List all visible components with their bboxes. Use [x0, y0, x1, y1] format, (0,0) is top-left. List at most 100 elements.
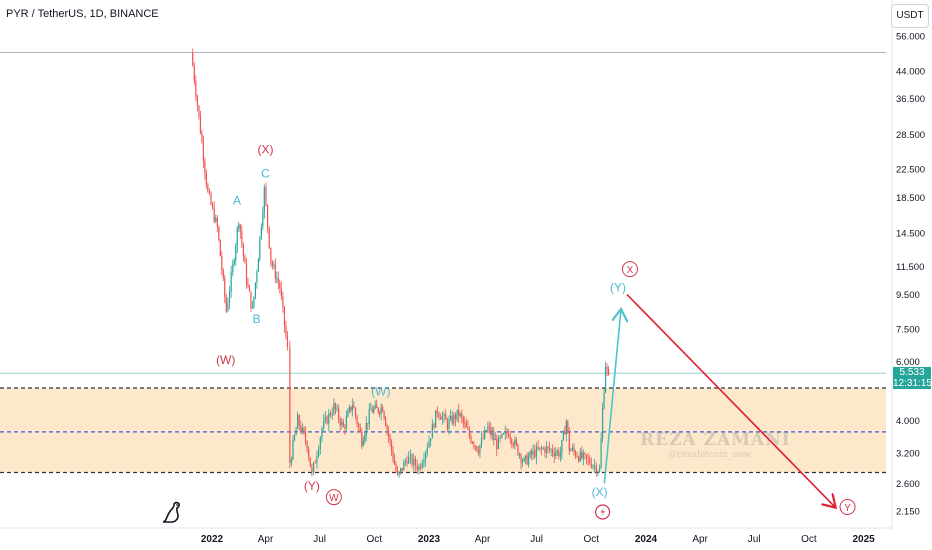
candle-body: [354, 408, 357, 417]
candle-body: [290, 459, 293, 464]
candle-body: [202, 142, 204, 161]
candle-body: [520, 454, 522, 463]
candle-body: [247, 284, 249, 286]
candle-body: [548, 447, 551, 450]
candle-body: [576, 456, 578, 458]
last-price-tag: 5.533 12:31:15: [893, 367, 932, 390]
candle-body: [350, 407, 352, 411]
candle-body: [259, 236, 261, 259]
candle-body: [333, 403, 335, 414]
candle-body: [276, 278, 278, 279]
price-tick-label: 44.000: [896, 67, 925, 78]
candle-body: [344, 426, 346, 429]
wave-label: Y: [844, 503, 851, 514]
time-tick-label: Oct: [367, 534, 383, 545]
candle-body: [511, 439, 513, 444]
candle-body: [440, 416, 442, 420]
candle-body: [525, 455, 527, 459]
candle-body: [271, 262, 273, 266]
candle-body: [268, 226, 270, 248]
candle-body: [309, 457, 311, 467]
candle-body: [458, 409, 460, 416]
candle-body: [597, 471, 599, 473]
candle-body: [361, 432, 363, 446]
candle-body: [387, 429, 390, 437]
candle-body: [430, 438, 432, 442]
candle-body: [221, 256, 223, 271]
symbol-legend[interactable]: PYR / TetherUS, 1D, BINANCE: [6, 8, 159, 20]
candle-body: [298, 415, 300, 426]
candle-body: [603, 392, 605, 409]
candle-body: [506, 431, 508, 434]
candle-body: [409, 455, 411, 457]
wave-label: (W): [371, 384, 390, 398]
candle-body: [348, 407, 350, 412]
tradingview-logo-icon[interactable]: [160, 500, 186, 526]
candle-body: [532, 450, 534, 455]
candle-body: [411, 455, 413, 466]
candle-body: [497, 436, 500, 450]
candle-body: [512, 443, 514, 446]
candle-body: [358, 423, 360, 427]
candle-body: [233, 260, 235, 264]
candle-body: [321, 428, 323, 438]
candle-body: [404, 461, 407, 462]
candle-body: [219, 239, 221, 257]
candle-body: [334, 403, 337, 410]
candle-body: [393, 459, 396, 465]
candle-body: [238, 224, 240, 228]
candle-body: [341, 421, 343, 426]
candle-body: [224, 277, 226, 297]
time-tick-label: Apr: [692, 534, 708, 545]
candle-body: [501, 434, 503, 438]
candle-body: [270, 247, 272, 263]
candle-body: [308, 449, 310, 458]
candle-body: [565, 420, 567, 435]
price-tick-label: 4.000: [896, 416, 920, 427]
candle-body: [314, 462, 316, 464]
candle-body: [587, 458, 589, 459]
price-tick-label: 7.500: [896, 324, 920, 335]
candle-body: [198, 105, 200, 116]
candle-body: [323, 420, 325, 429]
candle-body: [196, 96, 198, 106]
candle-body: [232, 263, 234, 273]
candle-body: [425, 452, 427, 460]
candle-body: [451, 415, 453, 424]
price-tick-label: 2.150: [896, 507, 920, 518]
candle-body: [227, 302, 229, 312]
candle-body: [568, 431, 570, 452]
candle-body: [480, 437, 483, 446]
candle-body: [345, 416, 347, 429]
candle-body: [328, 413, 330, 424]
candle-body: [602, 408, 604, 439]
candle-body: [479, 445, 481, 454]
flash-bolt-icon: [600, 507, 605, 517]
candle-body: [199, 115, 202, 134]
candle-body: [416, 465, 418, 470]
candle-body: [239, 224, 241, 232]
candle-body: [401, 468, 403, 471]
candle-body: [304, 432, 307, 442]
candle-body: [431, 423, 433, 439]
candle-body: [514, 439, 516, 446]
candle-body: [553, 453, 555, 457]
wave-label: A: [233, 194, 241, 208]
candle-body: [195, 81, 197, 97]
candle-body: [545, 446, 548, 453]
candle-body: [567, 420, 569, 432]
candle-body: [523, 458, 525, 462]
candle-body: [306, 441, 308, 450]
candle-body: [494, 439, 496, 441]
candle-body: [555, 452, 557, 457]
candle-body: [414, 458, 417, 466]
candle-body: [530, 451, 533, 455]
candle-body: [377, 407, 379, 413]
time-tick-label: 2022: [201, 534, 224, 545]
candle-body: [484, 430, 486, 439]
candle-body: [488, 426, 490, 428]
candle-body: [213, 207, 215, 222]
currency-unit-button[interactable]: USDT: [891, 4, 929, 28]
candle-body: [295, 428, 297, 436]
